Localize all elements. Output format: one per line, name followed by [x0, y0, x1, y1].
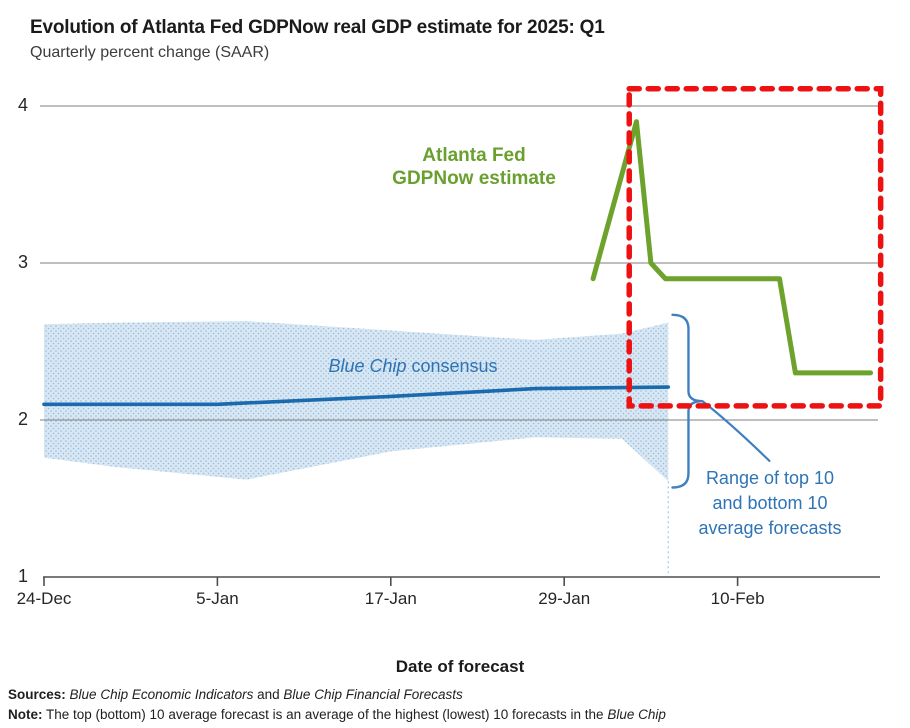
footer-note: Note: The top (bottom) 10 average foreca…	[8, 707, 666, 722]
y-tick-label-4: 4	[17, 95, 28, 115]
sources-join: and	[253, 687, 284, 702]
sources-publication-1: Blue Chip Economic Indicators	[69, 687, 254, 702]
x-tick-label: 29-Jan	[538, 589, 591, 608]
forecast-range-band	[44, 321, 669, 482]
chart-title: Evolution of Atlanta Fed GDPNow real GDP…	[30, 17, 605, 38]
footer-sources: Sources: Blue Chip Economic Indicators a…	[8, 687, 463, 702]
y-tick-label-1: 1	[17, 566, 28, 586]
sources-label: Sources:	[8, 687, 66, 702]
range-annotation-line3: average forecasts	[698, 518, 842, 538]
consensus-line	[42, 385, 671, 407]
chart-subtitle: Quarterly percent change (SAAR)	[30, 44, 270, 61]
highlight-box	[626, 85, 884, 409]
y-tick-label-3: 3	[17, 252, 28, 272]
note-italic: Blue Chip	[607, 707, 666, 722]
x-axis-title: Date of forecast	[395, 657, 525, 676]
consensus-series-label-rest: consensus	[406, 356, 498, 376]
gdpnow-series-label-line2: GDPNow estimate	[392, 168, 556, 189]
range-bracket	[671, 313, 703, 489]
range-callout-line	[701, 400, 771, 462]
x-tick-label: 17-Jan	[364, 589, 417, 608]
x-tick-label: 5-Jan	[196, 589, 239, 608]
y-tick-label-2: 2	[17, 409, 28, 429]
range-annotation-line1: Range of top 10	[705, 468, 835, 488]
range-annotation-label: Range of top 10 and bottom 10 average fo…	[665, 466, 875, 541]
x-tick-label: 10-Feb	[710, 589, 765, 608]
gdpnow-series-label-line1: Atlanta Fed	[422, 145, 526, 166]
gdpnow-series-label: Atlanta Fed GDPNow estimate	[354, 144, 594, 190]
sources-publication-2: Blue Chip Financial Forecasts	[283, 687, 463, 702]
gdpnow-line	[590, 119, 874, 376]
note-text: The top (bottom) 10 average forecast is …	[42, 707, 608, 722]
range-annotation-line2: and bottom 10	[712, 493, 828, 513]
consensus-series-label: Blue Chip consensus	[293, 356, 533, 377]
note-label: Note:	[8, 707, 43, 722]
consensus-series-label-italic: Blue Chip	[328, 356, 407, 376]
x-tick-label: 24-Dec	[16, 589, 72, 608]
